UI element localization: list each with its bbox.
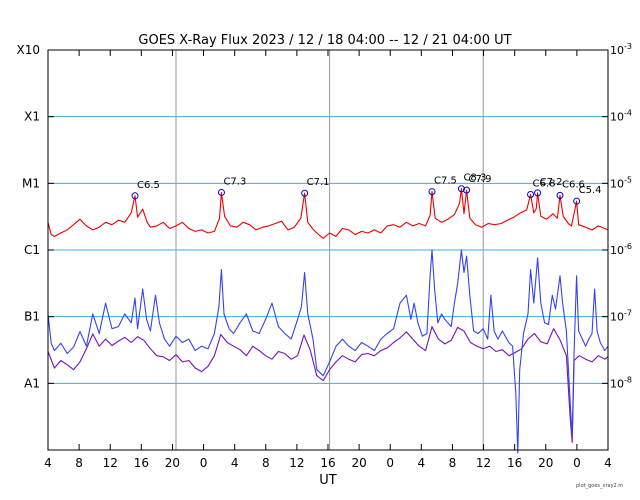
series-group (47, 188, 609, 454)
grid-lines (48, 50, 608, 450)
x-tick-label-19: 4 (604, 456, 612, 470)
y-tick-right-label-5: 10-4 (610, 109, 632, 124)
x-tick-label-3: 12 (103, 456, 118, 470)
y-tick-label-x1: X1 (24, 110, 40, 124)
flare-marker-3 (301, 189, 309, 197)
x-tick-label-12: 0 (386, 456, 394, 470)
flare-label-7: C6.8 (533, 178, 556, 189)
flare-marker-7 (527, 190, 535, 198)
y-axis-right: 10-8 10-7 10-6 10-5 10-4 10-3 (602, 42, 632, 390)
flare-label-4: C7.5 (434, 176, 457, 187)
flare-marker-8 (534, 189, 542, 197)
flare-annotations: C6.5 C7.3 C7.1 C7.5 C8.3C7.9 C6.8C7.2 C6.6C5.4 (131, 173, 602, 205)
series-line-2 (47, 326, 609, 443)
y-axis-left: A1 B1 C1 M1 X1 X10 (17, 43, 54, 390)
x-tick-label-17: 20 (538, 456, 553, 470)
series-line-3 (47, 249, 609, 454)
x-tick-label-11: 20 (351, 456, 366, 470)
x-tick-label-10: 16 (320, 456, 335, 470)
flare-label-6: C7.9 (469, 174, 492, 185)
y-tick-right-label-6: 10-3 (610, 42, 632, 57)
x-tick-label-13: 4 (418, 456, 426, 470)
flare-label-10: C5.4 (579, 185, 602, 196)
flare-label-1: C6.5 (137, 180, 160, 191)
chart-title: GOES X-Ray Flux 2023 / 12 / 18 04:00 -- … (138, 33, 511, 48)
x-tick-label-5: 20 (165, 456, 180, 470)
x-axis-label: UT (319, 473, 337, 488)
y-tick-label-b1: B1 (24, 310, 40, 324)
x-tick-label-16: 16 (507, 456, 522, 470)
x-tick-label-4: 16 (134, 456, 149, 470)
x-tick-label-6: 0 (200, 456, 208, 470)
flare-label-5: C8.3 (463, 173, 486, 184)
flare-marker-6 (463, 186, 471, 194)
x-tick-label-2: 8 (75, 456, 83, 470)
x-tick-label-18: 0 (573, 456, 581, 470)
y-tick-right-label-3: 10-6 (610, 242, 632, 257)
y-tick-label-a1: A1 (24, 376, 40, 390)
flare-label-2: C7.3 (223, 176, 246, 187)
y-tick-label-c1: C1 (24, 243, 40, 257)
credit-text: plot_goes_xray2.m (576, 483, 623, 489)
flare-marker-10 (573, 197, 581, 205)
flare-marker-2 (217, 188, 225, 196)
y-tick-label-x10: X10 (17, 43, 41, 57)
y-tick-right-label-2: 10-7 (610, 309, 632, 324)
flare-label-9: C6.6 (562, 179, 585, 190)
flare-label-8: C7.2 (540, 177, 563, 188)
x-tick-label-8: 8 (262, 456, 270, 470)
flare-marker-1 (131, 192, 139, 200)
y-tick-right-label-4: 10-5 (610, 175, 632, 190)
flare-marker-5 (457, 185, 465, 193)
series-line-1 (47, 188, 609, 239)
y-tick-right-label-1: 10-8 (610, 375, 632, 390)
x-tick-label-15: 12 (476, 456, 491, 470)
x-tick-label-7: 4 (231, 456, 239, 470)
x-tick-label-9: 12 (289, 456, 304, 470)
flare-label-3: C7.1 (307, 177, 330, 188)
flare-marker-4 (428, 188, 436, 196)
y-tick-label-m1: M1 (22, 176, 40, 190)
flare-marker-9 (556, 191, 564, 199)
x-axis: 4 8 12 16 20 0 4 8 12 16 20 0 4 8 12 16 20 0 4 (44, 50, 612, 470)
x-tick-label-1: 4 (44, 456, 52, 470)
x-tick-label-14: 8 (449, 456, 457, 470)
